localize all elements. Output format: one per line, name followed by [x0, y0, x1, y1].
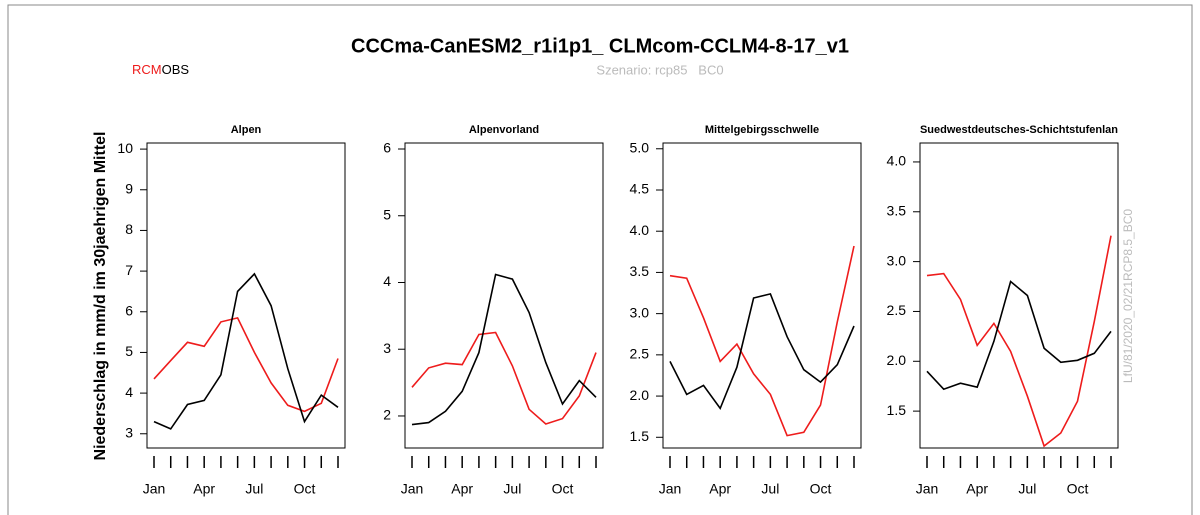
x-tick-label: Jul: [245, 481, 263, 497]
series-line: [669, 292, 855, 411]
x-tick-label: Oct: [294, 481, 316, 497]
series-line: [411, 273, 597, 426]
y-tick-label: 6: [383, 140, 391, 156]
y-tick-label: 4.5: [630, 181, 650, 197]
y-tick-label: 3.5: [887, 202, 907, 218]
y-tick-label: 5: [383, 206, 391, 222]
y-tick-label: 3.5: [630, 263, 650, 279]
plot-box: [662, 142, 862, 449]
x-tick-label: Apr: [966, 481, 988, 497]
y-tick-label: 2: [383, 407, 391, 423]
x-tick-label: Jan: [401, 481, 424, 497]
y-tick-label: 2.0: [630, 387, 650, 403]
x-tick-label: Oct: [810, 481, 832, 497]
scenario: Szenario: rcp85 BC0: [596, 62, 723, 77]
panel-title: Alpen: [231, 124, 262, 136]
watermark: LfU/81/2020_02/21RCP8.5_BC0: [1121, 209, 1135, 383]
y-tick-label: 6: [125, 302, 133, 318]
panel-title: Mittelgebirgsschwelle: [705, 124, 819, 136]
x-tick-label: Jan: [916, 481, 939, 497]
legend: RCMOBS: [132, 62, 189, 77]
plot-box: [146, 142, 346, 449]
panel-title: Suedwestdeutsches-Schichtstufenlan: [920, 124, 1118, 136]
y-tick-label: 9: [125, 180, 133, 196]
y-tick-label: 4: [383, 273, 391, 289]
y-tick-label: 3.0: [887, 252, 907, 268]
plot-box: [919, 142, 1119, 449]
x-tick-label: Jan: [659, 481, 682, 497]
y-tick-label: 1.5: [887, 402, 907, 418]
x-tick-label: Jul: [1018, 481, 1036, 497]
legend-entry: OBS: [162, 62, 190, 77]
series-line: [411, 331, 597, 425]
x-tick-label: Apr: [451, 481, 473, 497]
series-line: [153, 272, 339, 430]
y-tick-label: 2.0: [887, 352, 907, 368]
y-tick-label: 7: [125, 262, 133, 278]
series-line: [669, 245, 855, 437]
frame: [7, 4, 1193, 515]
panel-title: Alpenvorland: [469, 124, 539, 136]
x-tick-label: Apr: [193, 481, 215, 497]
y-tick-label: 3: [383, 340, 391, 356]
y-tick-label: 2.5: [887, 302, 907, 318]
y-tick-label: 3.0: [630, 304, 650, 320]
y-tick-label: 3: [125, 424, 133, 440]
y-tick-label: 8: [125, 221, 133, 237]
x-tick-label: Jul: [761, 481, 779, 497]
x-tick-label: Oct: [1067, 481, 1089, 497]
y-tick-label: 10: [117, 140, 133, 156]
series-line: [926, 235, 1112, 448]
y-tick-label: 4.0: [630, 222, 650, 238]
x-tick-label: Jul: [503, 481, 521, 497]
y-axis-label: Niederschlag in mm/d im 30jaehrigen Mitt…: [92, 132, 109, 461]
x-tick-label: Jan: [143, 481, 166, 497]
y-tick-label: 5: [125, 343, 133, 359]
series-line: [926, 280, 1112, 391]
x-tick-label: Oct: [552, 481, 574, 497]
series-line: [153, 316, 339, 413]
y-tick-label: 5.0: [630, 139, 650, 155]
plot-box: [404, 142, 604, 449]
y-tick-label: 2.5: [630, 346, 650, 362]
legend-entry: RCM: [132, 62, 162, 77]
title: CCCma-CanESM2_r1i1p1_ CLMcom-CCLM4-8-17_…: [351, 35, 849, 57]
y-tick-label: 4: [125, 384, 133, 400]
y-tick-label: 1.5: [630, 428, 650, 444]
y-tick-label: 4.0: [887, 153, 907, 169]
x-tick-label: Apr: [709, 481, 731, 497]
